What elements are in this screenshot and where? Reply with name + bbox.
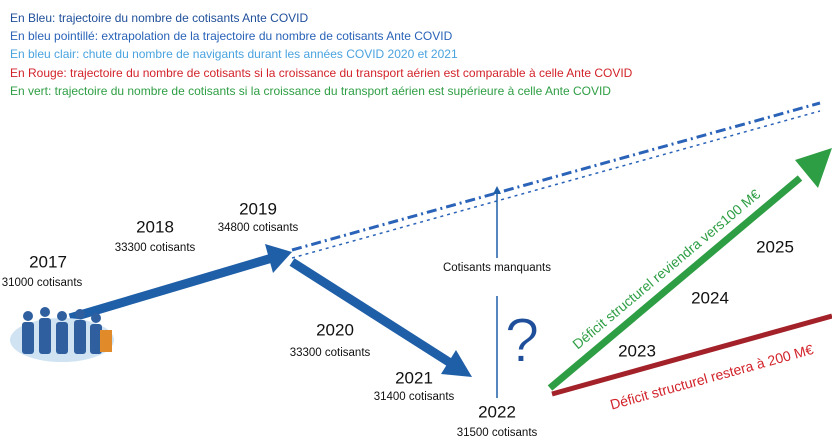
count-label: 31000 cotisants xyxy=(2,277,83,289)
annotation: Cotisants manquants xyxy=(443,262,551,274)
year: 2024 xyxy=(691,288,729,307)
extrapolation-line xyxy=(292,111,820,258)
legend-item: En bleu pointillé: extrapolation de la t… xyxy=(10,29,453,43)
arrow-head xyxy=(265,244,292,273)
year: 2017 xyxy=(29,252,67,271)
count-label: 33300 cotisants xyxy=(290,347,371,359)
diagram: En Bleu: trajectoire du nombre de cotisa… xyxy=(0,0,832,443)
trajectory-arrow xyxy=(70,258,272,318)
year: 2018 xyxy=(136,217,174,236)
legend-item: En Rouge: trajectoire du nombre de cotis… xyxy=(10,66,633,80)
question-mark: ? xyxy=(505,306,539,375)
count-label: 34800 cotisants xyxy=(218,222,299,234)
count-label: 31400 cotisants xyxy=(374,391,455,403)
year: 2022 xyxy=(478,402,516,421)
year: 2021 xyxy=(395,368,433,387)
year: 2019 xyxy=(239,199,277,218)
count-label: 31500 cotisants xyxy=(457,427,538,439)
year: 2020 xyxy=(316,320,354,339)
legend-item: En vert: trajectoire du nombre de cotisa… xyxy=(10,84,611,98)
year: 2025 xyxy=(756,237,794,256)
count-label: 33300 cotisants xyxy=(115,242,196,254)
legend-item: En bleu clair: chute du nombre de naviga… xyxy=(10,47,458,61)
green-annotation: Déficit structurel reviendra vers100 M€ xyxy=(569,186,763,352)
legend-item: En Bleu: trajectoire du nombre de cotisa… xyxy=(10,11,308,25)
people-icon xyxy=(10,307,114,362)
year: 2023 xyxy=(618,341,656,360)
